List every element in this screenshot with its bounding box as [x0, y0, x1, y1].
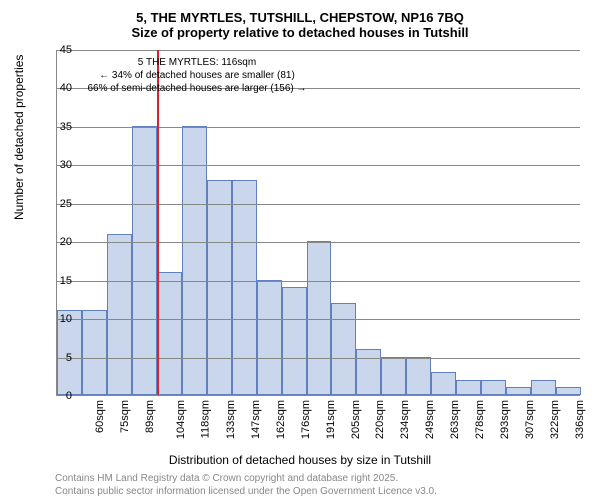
- ytick-label: 30: [60, 159, 72, 171]
- histogram-bar: [232, 180, 257, 395]
- xtick-label: 249sqm: [425, 400, 437, 439]
- xtick-label: 322sqm: [549, 400, 561, 439]
- histogram-bar: [456, 380, 481, 395]
- chart-title-sub: Size of property relative to detached ho…: [0, 25, 600, 44]
- gridline: [57, 281, 580, 282]
- histogram-bar: [381, 357, 406, 395]
- ytick-label: 25: [60, 198, 72, 210]
- xtick-label: 104sqm: [175, 400, 187, 439]
- ytick-label: 10: [60, 313, 72, 325]
- x-axis-label: Distribution of detached houses by size …: [0, 453, 600, 467]
- histogram-bar: [531, 380, 556, 395]
- ytick-label: 0: [66, 390, 72, 402]
- histogram-bar: [506, 387, 531, 395]
- xtick-label: 263sqm: [449, 400, 461, 439]
- ytick-label: 40: [60, 82, 72, 94]
- annotation-line-2: ← 34% of detached houses are smaller (81…: [77, 69, 317, 82]
- footer-text: Contains HM Land Registry data © Crown c…: [55, 472, 437, 498]
- xtick-label: 191sqm: [325, 400, 337, 439]
- xtick-label: 89sqm: [144, 400, 156, 433]
- histogram-bar: [157, 272, 182, 395]
- xtick-label: 133sqm: [225, 400, 237, 439]
- annotation-text: 5 THE MYRTLES: 116sqm ← 34% of detached …: [77, 56, 317, 95]
- ytick-label: 35: [60, 121, 72, 133]
- chart-title-main: 5, THE MYRTLES, TUTSHILL, CHEPSTOW, NP16…: [0, 0, 600, 25]
- gridline: [57, 242, 580, 243]
- reference-line: [157, 50, 159, 395]
- xtick-label: 278sqm: [474, 400, 486, 439]
- histogram-bar: [431, 372, 456, 395]
- histogram-bar: [307, 241, 332, 395]
- xtick-label: 162sqm: [275, 400, 287, 439]
- histogram-bar: [107, 234, 132, 395]
- histogram-bar: [406, 357, 431, 395]
- ytick-label: 15: [60, 275, 72, 287]
- footer-line-2: Contains public sector information licen…: [55, 485, 437, 498]
- gridline: [57, 50, 580, 51]
- chart-container: 5, THE MYRTLES, TUTSHILL, CHEPSTOW, NP16…: [0, 0, 600, 500]
- ytick-label: 20: [60, 236, 72, 248]
- xtick-label: 147sqm: [250, 400, 262, 439]
- gridline: [57, 358, 580, 359]
- plot-area: 5 THE MYRTLES: 116sqm ← 34% of detached …: [56, 50, 580, 396]
- gridline: [57, 165, 580, 166]
- ytick-label: 5: [66, 352, 72, 364]
- gridline: [57, 319, 580, 320]
- gridline: [57, 127, 580, 128]
- histogram-bar: [207, 180, 232, 395]
- xtick-label: 307sqm: [524, 400, 536, 439]
- histogram-bar: [556, 387, 581, 395]
- xtick-label: 75sqm: [119, 400, 131, 433]
- y-axis-label: Number of detached properties: [12, 55, 26, 220]
- annotation-line-1: 5 THE MYRTLES: 116sqm: [77, 56, 317, 69]
- xtick-label: 118sqm: [199, 400, 211, 438]
- xtick-label: 205sqm: [350, 400, 362, 439]
- histogram-bar: [356, 349, 381, 395]
- gridline: [57, 204, 580, 205]
- xtick-label: 336sqm: [574, 400, 586, 439]
- xtick-label: 220sqm: [375, 400, 387, 439]
- histogram-bar: [481, 380, 506, 395]
- xtick-label: 234sqm: [400, 400, 412, 439]
- histogram-bar: [331, 303, 356, 395]
- xtick-label: 176sqm: [300, 400, 312, 439]
- xtick-label: 60sqm: [94, 400, 106, 433]
- histogram-bar: [82, 310, 107, 395]
- histogram-bar: [282, 287, 307, 395]
- footer-line-1: Contains HM Land Registry data © Crown c…: [55, 472, 437, 485]
- xtick-label: 293sqm: [499, 400, 511, 439]
- ytick-label: 45: [60, 44, 72, 56]
- annotation-line-3: 66% of semi-detached houses are larger (…: [77, 82, 317, 95]
- histogram-bar: [257, 280, 282, 395]
